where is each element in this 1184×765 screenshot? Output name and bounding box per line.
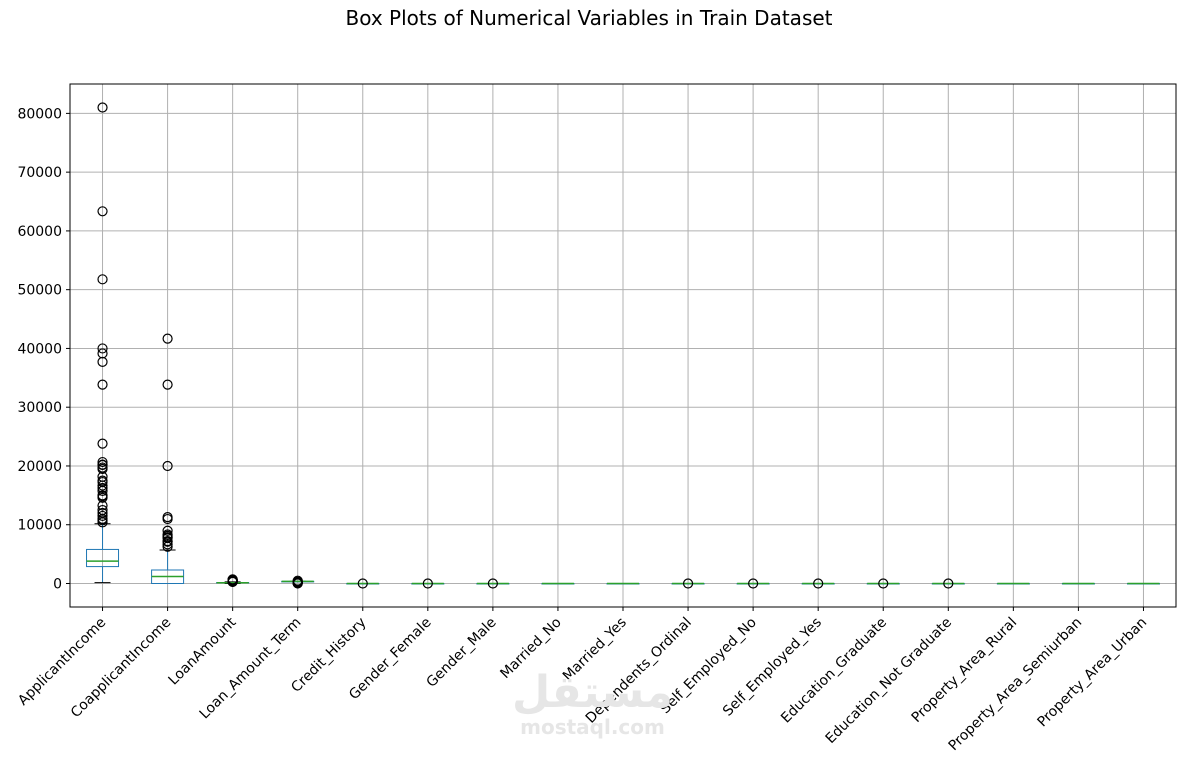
box-layer <box>86 102 1160 589</box>
x-tick-label: Property_Area_Urban <box>1034 615 1150 731</box>
outlier-point <box>162 511 173 523</box>
box-loanamount <box>216 574 250 587</box>
outlier-point <box>162 379 173 390</box>
y-tick-label: 40000 <box>17 341 62 357</box>
outlier-point <box>943 578 954 589</box>
outlier-point <box>97 504 108 516</box>
outlier-point <box>162 529 173 540</box>
outlier-point <box>162 536 173 547</box>
x-tick-label: LoanAmount <box>166 614 240 688</box>
chart-title: Box Plots of Numerical Variables in Trai… <box>345 6 833 30</box>
box-loan-amount-term <box>281 575 315 589</box>
outlier-point <box>97 475 108 486</box>
box-property-area-semiurban <box>1061 582 1095 585</box>
outlier-point <box>422 578 433 589</box>
outlier-point <box>162 333 173 344</box>
outlier-point <box>162 460 173 472</box>
y-tick-label: 20000 <box>17 459 62 475</box>
box-property-area-urban <box>1126 582 1160 585</box>
outlier-point <box>227 574 238 585</box>
outlier-point <box>813 578 824 589</box>
outlier-point <box>97 343 108 354</box>
box-credit-history <box>346 578 380 589</box>
outlier-point <box>162 525 173 536</box>
outlier-point <box>97 379 108 390</box>
watermark-logo: مستقل <box>512 667 673 718</box>
outlier-point <box>292 575 303 586</box>
y-tick-label: 0 <box>53 576 62 592</box>
y-axis: 0 10000 20000 30000 40000 50000 60000 70000 8000… <box>17 106 70 592</box>
x-tick-label: Property_Area_Rural <box>909 615 1020 726</box>
box-applicantincome <box>86 102 120 584</box>
y-tick-label: 30000 <box>17 400 62 416</box>
watermark: مستقل mostaql.com <box>500 667 685 739</box>
y-tick-label: 80000 <box>17 106 62 122</box>
outlier-point <box>682 578 694 589</box>
box-self-employed-no <box>736 578 770 589</box>
watermark-site: mostaql.com <box>520 715 665 739</box>
box-education-graduate <box>866 578 900 589</box>
outlier-point <box>97 482 108 494</box>
y-tick-label: 70000 <box>17 165 62 181</box>
box-dependents-ordinal <box>671 578 705 589</box>
y-tick-label: 60000 <box>17 224 62 240</box>
box-iqr <box>86 548 120 568</box>
outlier-point <box>487 578 498 589</box>
outlier-point <box>357 578 368 589</box>
x-tick-label: Gender_Male <box>424 615 500 691</box>
outlier-point <box>97 102 108 113</box>
outlier-point <box>97 510 108 522</box>
outlier-point <box>878 578 889 589</box>
outlier-point <box>97 348 108 359</box>
y-tick-label: 10000 <box>17 518 62 534</box>
outlier-point <box>97 206 108 217</box>
box-education-not-graduate <box>931 578 965 589</box>
outlier-point <box>97 462 108 473</box>
box-gender-female <box>411 578 445 589</box>
outlier-point <box>97 459 108 470</box>
grid-layer <box>70 84 1176 607</box>
outlier-point <box>97 438 108 449</box>
plot-frame <box>69 83 1177 608</box>
outlier-point <box>97 490 108 501</box>
x-tick-label: Education_Not Graduate <box>823 615 955 747</box>
outlier-point <box>97 356 108 367</box>
box-property-area-rural <box>996 582 1030 585</box>
x-tick-label: Education_Graduate <box>778 615 890 727</box>
x-tick-label: Property_Area_Semiurban <box>946 615 1086 755</box>
outlier-point <box>97 456 108 468</box>
box-coapplicantincome <box>151 333 185 584</box>
y-tick-label: 50000 <box>17 283 62 299</box>
box-married-yes <box>606 582 640 585</box>
outlier-point <box>97 507 108 519</box>
box-gender-male <box>476 578 510 589</box>
outlier-point <box>97 274 108 285</box>
box-self-employed-yes <box>801 578 835 589</box>
outlier-point <box>748 578 759 589</box>
box-married-no <box>541 582 575 585</box>
